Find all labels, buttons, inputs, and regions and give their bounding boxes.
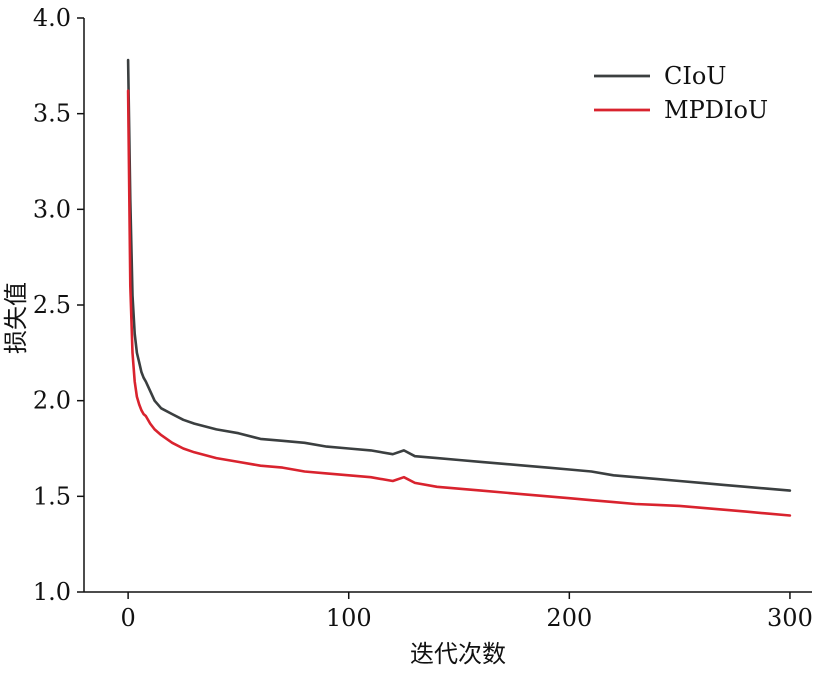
legend-label-mpdiou: MPDIoU [664, 96, 768, 124]
series-line-mpdiou [126, 89, 792, 517]
y-tick-label: 4.0 [33, 4, 71, 32]
y-tick-label: 1.5 [33, 482, 71, 510]
y-tick-label: 2.0 [33, 387, 71, 415]
y-tick-label: 3.5 [33, 100, 71, 128]
legend: CIoU MPDIoU [594, 62, 768, 124]
y-tick-label: 3.0 [33, 195, 71, 223]
x-axis-title: 迭代次数 [410, 640, 506, 668]
x-tick-label: 0 [120, 604, 135, 632]
x-tick-label: 100 [326, 604, 372, 632]
series-line-ciou [126, 58, 792, 492]
y-axis-title: 损失值 [2, 282, 30, 354]
y-tick-label: 1.0 [33, 578, 71, 606]
y-tick-label: 2.5 [33, 291, 71, 319]
y-ticks: 1.0 1.5 2.0 2.5 3.0 3.5 4.0 [33, 4, 84, 606]
x-ticks: 0 100 200 300 [120, 592, 813, 632]
x-tick-label: 300 [767, 604, 813, 632]
legend-label-ciou: CIoU [664, 62, 727, 90]
series-layer [126, 58, 792, 517]
x-tick-label: 200 [546, 604, 592, 632]
